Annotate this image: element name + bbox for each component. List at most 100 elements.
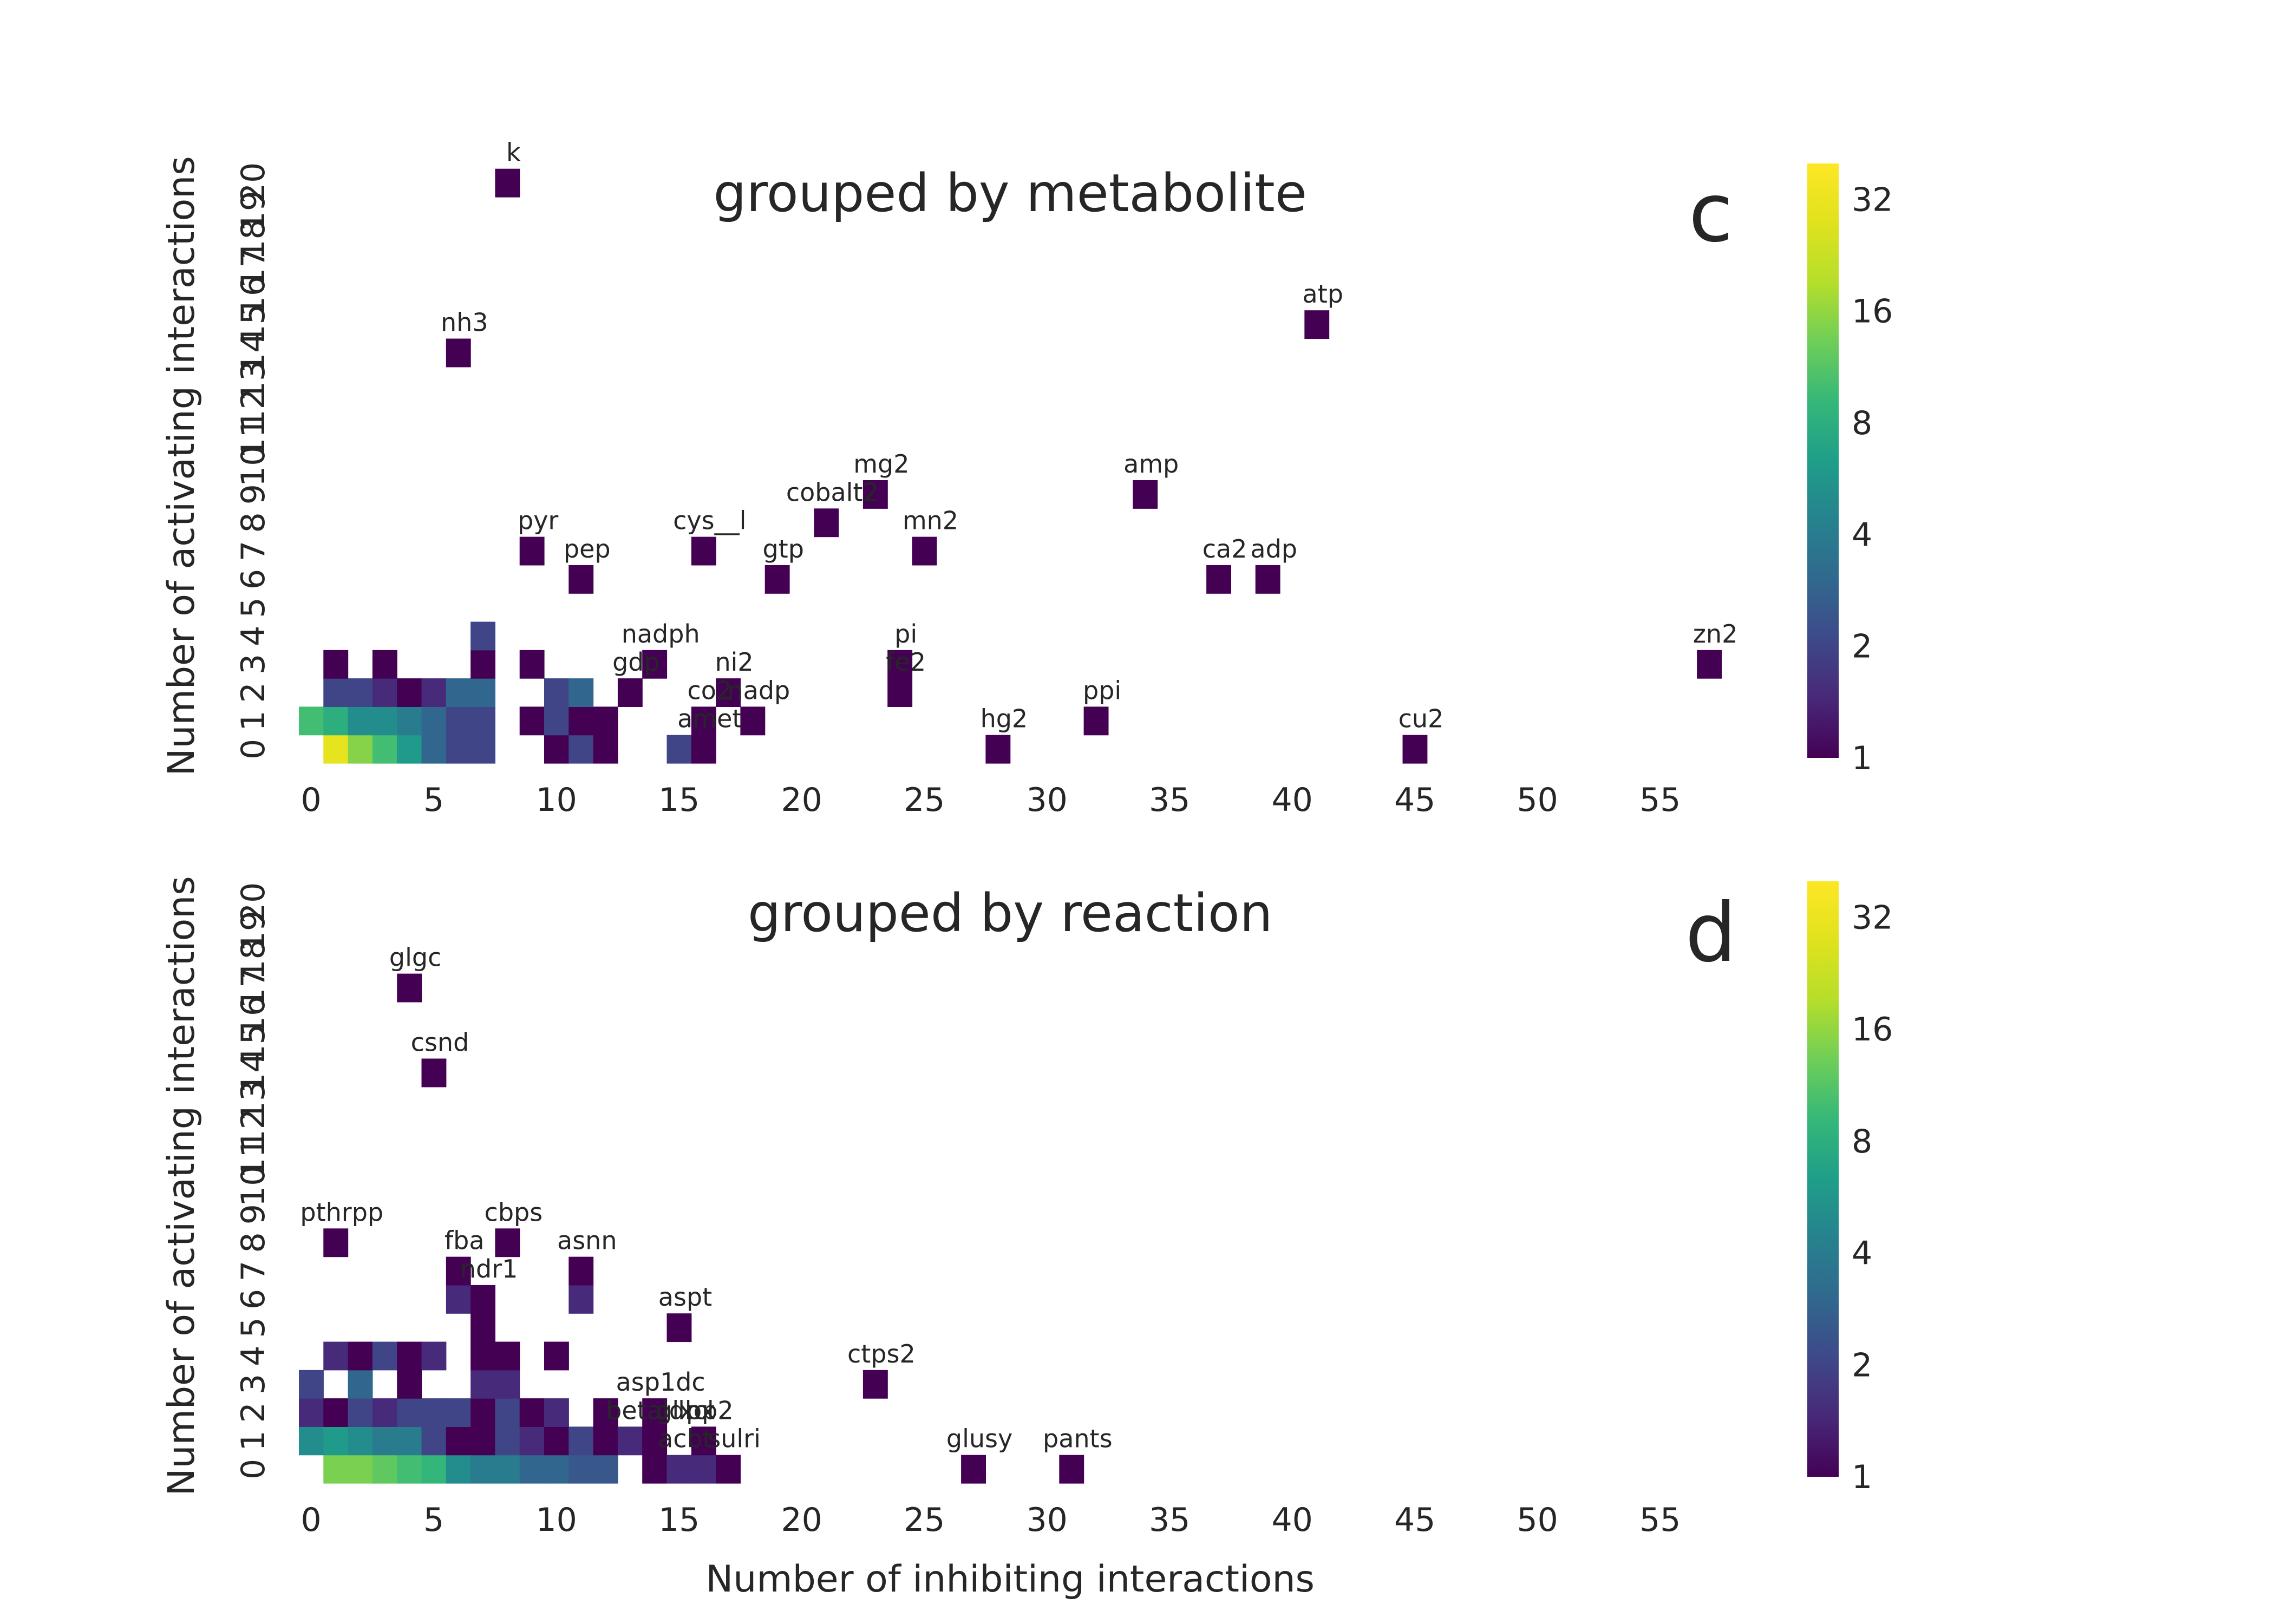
- colorbar-tick-label: 2: [1852, 628, 1872, 666]
- cell-annotation: fe2: [886, 647, 926, 677]
- cell-annotation: gdp: [612, 647, 660, 677]
- heatmap-cell: [617, 678, 643, 707]
- heatmap-cell: [372, 678, 397, 707]
- heatmap-cell: [372, 735, 397, 764]
- x-tick-label: 45: [1394, 1501, 1435, 1539]
- heatmap-cell: [568, 565, 594, 594]
- colorbar-tick-label: 16: [1852, 293, 1893, 331]
- heatmap-cell: [348, 1370, 373, 1399]
- heatmap-cell: [421, 1455, 447, 1484]
- colorbar-tick-label: 4: [1852, 1235, 1872, 1273]
- heatmap-cell: [1206, 565, 1231, 594]
- y-tick-label: 15: [234, 304, 272, 345]
- x-tick-label: 20: [781, 781, 822, 819]
- panel-letter: d: [1685, 886, 1736, 980]
- heatmap-cell: [1697, 650, 1722, 679]
- heatmap-cell: [593, 1398, 618, 1427]
- y-tick-label: 16: [234, 276, 272, 317]
- heatmap-cell: [397, 678, 422, 707]
- cell-annotation: aspt: [658, 1282, 712, 1312]
- cell-annotation: pep: [564, 534, 611, 564]
- heatmap-cell: [666, 1455, 692, 1484]
- heatmap-cell: [985, 735, 1011, 764]
- heatmap-cell: [323, 735, 349, 764]
- y-tick-label: 8: [234, 512, 272, 533]
- heatmap-cell: [495, 1398, 520, 1427]
- heatmap-cell: [471, 735, 495, 764]
- heatmap-cell: [961, 1455, 986, 1484]
- cell-annotation: asnn: [557, 1226, 617, 1255]
- heatmap-cell: [568, 1455, 594, 1484]
- chart-title: grouped by metabolite: [714, 163, 1307, 224]
- heatmap-cell: [323, 1455, 349, 1484]
- heatmap-cell: [495, 1341, 520, 1371]
- heatmap-cell: [397, 1341, 422, 1371]
- heatmap-cell: [397, 1455, 422, 1484]
- cell-annotation: gtp: [762, 534, 803, 564]
- heatmap-cell: [397, 1426, 422, 1456]
- heatmap-cell: [471, 1426, 495, 1456]
- heatmap-cell: [421, 1341, 447, 1371]
- y-tick-label: 7: [234, 1261, 272, 1281]
- heatmap-cell: [421, 1398, 447, 1427]
- heatmap-cell: [471, 1398, 495, 1427]
- heatmap-cell: [446, 1285, 471, 1314]
- heatmap-cell: [348, 1398, 373, 1427]
- heatmap-cell: [544, 1398, 569, 1427]
- y-tick-label: 17: [234, 247, 272, 289]
- y-tick-label: 3: [234, 654, 272, 675]
- x-tick-label: 30: [1026, 781, 1067, 819]
- heatmap-cell: [397, 1370, 422, 1399]
- y-tick-label: 10: [234, 1165, 272, 1207]
- heatmap-cell: [642, 1426, 668, 1456]
- heatmap-cell: [421, 1058, 447, 1088]
- heatmap-cell: [299, 706, 324, 736]
- y-tick-label: 0: [234, 1459, 272, 1479]
- heatmap-cell: [323, 706, 349, 736]
- heatmap-cell: [397, 1398, 422, 1427]
- cell-annotation: glxcl: [656, 1396, 714, 1425]
- x-tick-label: 40: [1271, 1501, 1312, 1539]
- heatmap-cell: [691, 536, 716, 566]
- heatmap-cell: [446, 678, 471, 707]
- cell-annotation: cbps: [485, 1197, 543, 1227]
- x-tick-label: 40: [1271, 781, 1312, 819]
- heatmap-cell: [323, 1426, 349, 1456]
- x-tick-label: 15: [658, 781, 700, 819]
- heatmap-cell: [642, 650, 668, 679]
- heatmap-cell: [642, 1398, 668, 1427]
- x-tick-label: 10: [535, 781, 577, 819]
- cell-annotation: adp: [1250, 534, 1297, 564]
- colorbar: 1 2 4 8 16 32: [1807, 163, 1893, 777]
- heatmap-cell: [495, 1228, 520, 1258]
- heatmap-cell: [1402, 735, 1428, 764]
- heatmap-cell: [471, 706, 495, 736]
- heatmap-cell: [716, 1455, 741, 1484]
- y-tick-label: 0: [234, 739, 272, 759]
- x-tick-label: 55: [1639, 781, 1681, 819]
- colorbar-gradient: [1807, 881, 1839, 1477]
- heatmap-cell: [397, 973, 422, 1003]
- y-tick-label: 14: [234, 332, 272, 373]
- heatmap-cell: [323, 1398, 349, 1427]
- heatmap-cell: [593, 1455, 618, 1484]
- cell-annotation: nh3: [441, 308, 488, 337]
- heatmap-cell: [446, 735, 471, 764]
- cell-annotation: glgc: [389, 943, 441, 972]
- heatmap-cell: [544, 1455, 569, 1484]
- heatmap-cell: [421, 1426, 447, 1456]
- cell-annotation: asp1dc: [616, 1367, 705, 1397]
- heatmap-cell: [862, 480, 888, 509]
- y-tick-label: 1: [234, 1430, 272, 1451]
- heatmap-cell: [519, 650, 545, 679]
- heatmap-cell: [716, 678, 741, 707]
- y-tick-label: 12: [234, 1109, 272, 1150]
- x-tick-label: 0: [301, 781, 322, 819]
- colorbar-gradient: [1807, 163, 1839, 758]
- x-axis-label: Number of inhibiting interactions: [705, 1558, 1315, 1601]
- y-tick-label: 12: [234, 389, 272, 430]
- heatmap-cell: [519, 1455, 545, 1484]
- chart-title: grouped by reaction: [748, 883, 1273, 944]
